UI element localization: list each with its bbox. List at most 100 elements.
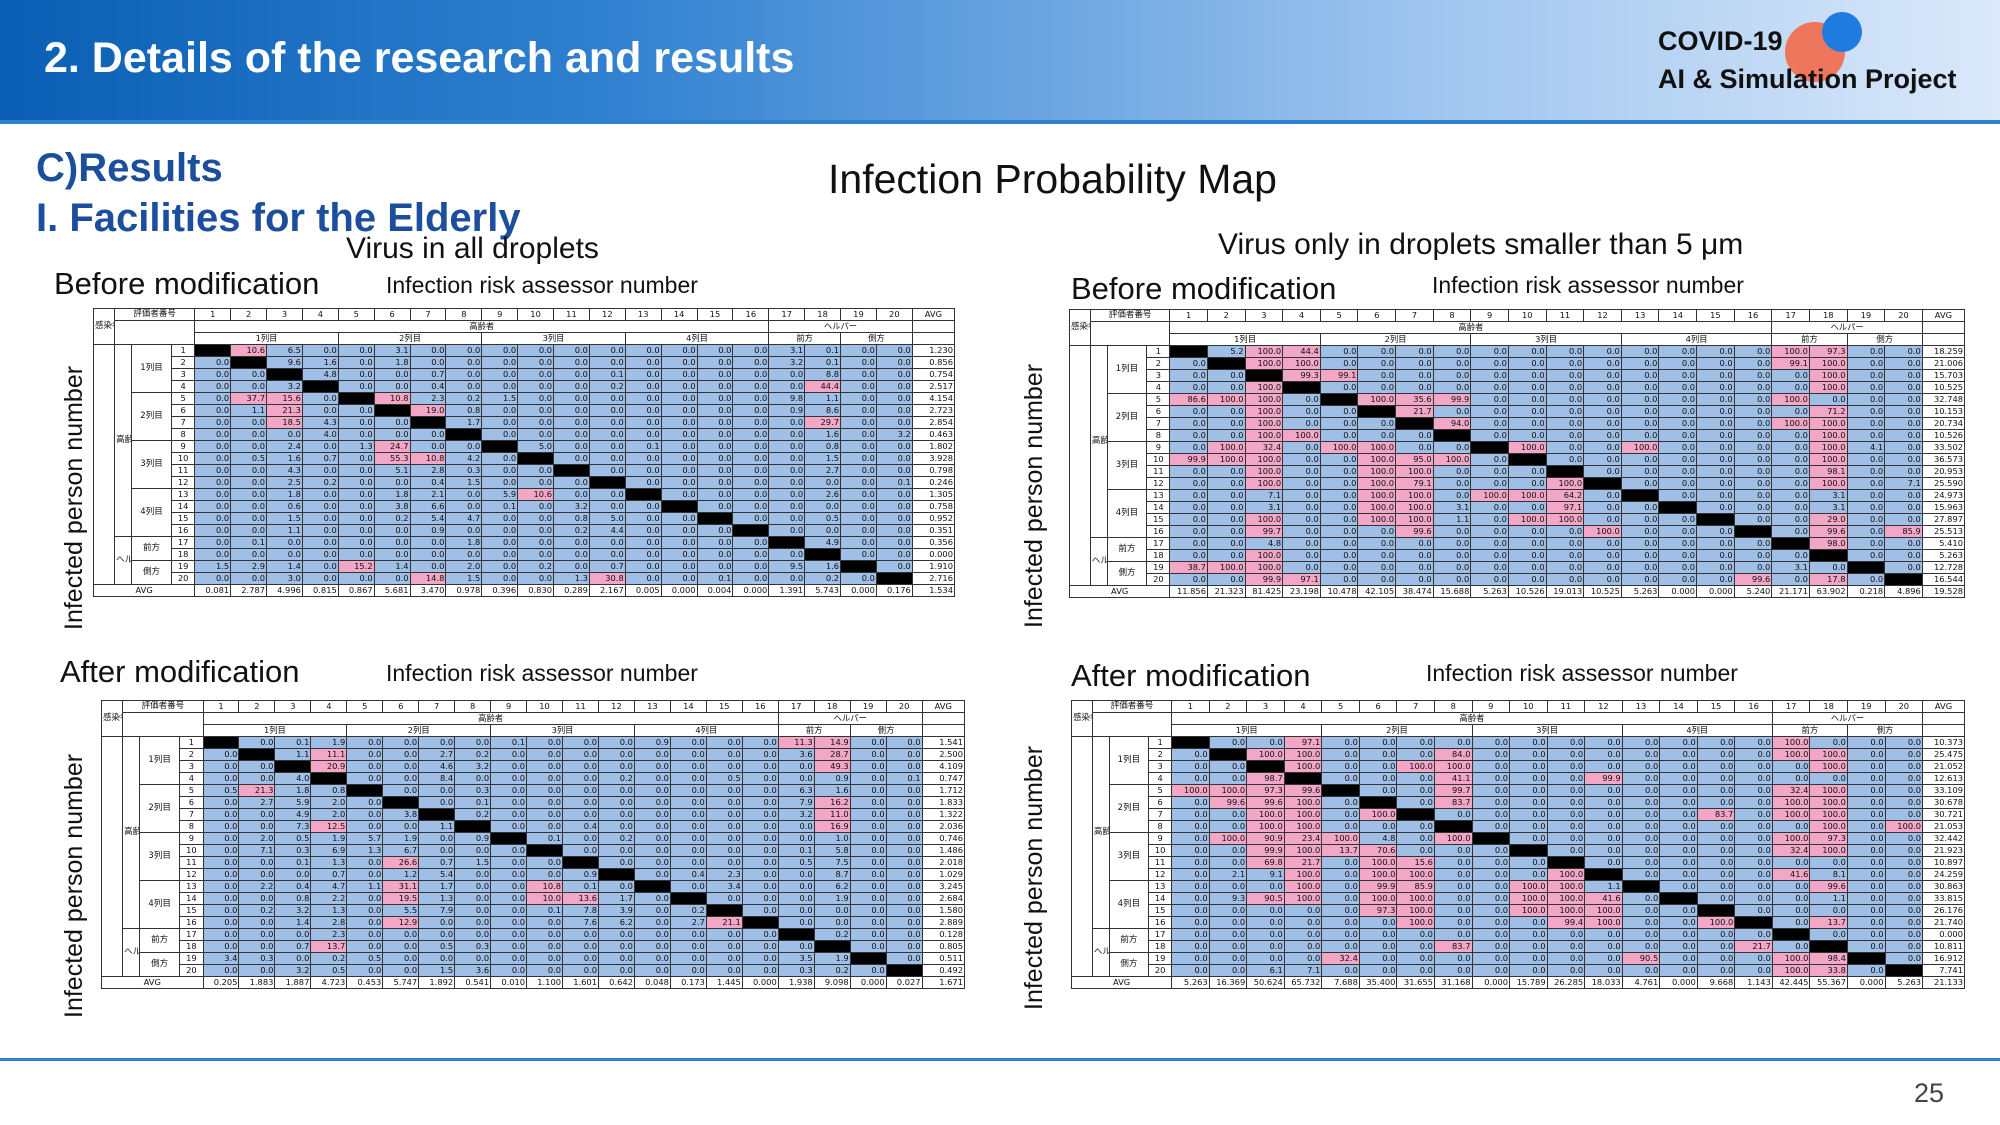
probability-cell: 0.0 (1282, 477, 1321, 490)
probability-cell: 99.6 (1395, 525, 1434, 538)
probability-cell: 0.0 (1884, 381, 1923, 394)
probability-cell: 23.4 (1283, 832, 1323, 845)
probability-cell: 0.0 (732, 428, 770, 441)
probability-cell: 0.0 (337, 416, 375, 429)
assessor-number: 12 (597, 700, 635, 713)
infected-number: 16 (1146, 525, 1171, 538)
probability-cell: 0.0 (1734, 772, 1773, 785)
diagonal-cell (337, 392, 375, 405)
probability-cell: 0.0 (1169, 525, 1208, 538)
probability-cell: 0.0 (194, 380, 232, 393)
probability-cell: 0.0 (238, 916, 276, 929)
probability-cell: 0.0 (1884, 760, 1924, 773)
probability-cell: 2.9 (230, 560, 268, 573)
diagonal-cell (1846, 952, 1886, 965)
probability-cell: 0.0 (1696, 525, 1735, 538)
probability-cell: 0.0 (875, 500, 913, 513)
avg-header: AVG (911, 308, 956, 321)
probability-cell: 0.0 (238, 808, 276, 821)
probability-cell: 0.0 (481, 476, 519, 489)
assessor-number: 4 (1282, 309, 1321, 322)
diagonal-cell (732, 524, 770, 537)
probability-cell: 98.4 (1809, 952, 1848, 965)
probability-cell: 100.0 (1509, 880, 1548, 893)
probability-cell: 83.7 (1696, 808, 1736, 821)
infected-number: 15 (171, 512, 196, 525)
probability-cell: 0.0 (1545, 453, 1585, 466)
corner-assessor-header: 評価者番号 (122, 700, 204, 713)
probability-cell: 1.8 (373, 356, 411, 369)
probability-cell: 0.0 (1357, 357, 1397, 370)
probability-cell: 0.0 (885, 868, 923, 881)
matrix-small-droplets-before: 感染者番号評価者番号123456789101112131415161718192… (1068, 309, 1966, 598)
probability-cell: 100.0 (1244, 549, 1284, 562)
probability-cell: 0.0 (526, 784, 564, 797)
probability-cell: 0.0 (1171, 772, 1210, 785)
probability-cell: 0.0 (1171, 904, 1210, 917)
probability-cell: 2.4 (266, 440, 303, 453)
probability-cell: 0.0 (1734, 784, 1773, 797)
probability-cell: 14.9 (813, 736, 851, 749)
label-assessor-tl: Infection risk assessor number (386, 272, 698, 298)
assessor-number: 18 (804, 308, 842, 321)
probability-cell: 0.0 (1507, 537, 1547, 550)
probability-cell: 100.0 (1808, 417, 1848, 430)
infected-number: 10 (171, 452, 196, 465)
probability-cell: 0.0 (382, 772, 420, 785)
probability-cell: 32.4 (1771, 784, 1811, 797)
probability-cell: 0.0 (768, 368, 806, 381)
probability-cell: 0.0 (849, 856, 887, 869)
probability-cell: 0.0 (1321, 928, 1360, 941)
probability-cell: 0.0 (1321, 820, 1360, 833)
probability-cell: 15.6 (1396, 856, 1435, 869)
probability-cell: 0.0 (1584, 856, 1623, 869)
probability-cell: 0.0 (194, 572, 232, 585)
probability-cell: 0.0 (194, 512, 232, 525)
probability-cell: 0.0 (741, 748, 779, 761)
probability-cell: 0.0 (1357, 369, 1397, 382)
assessor-number: 3 (1244, 309, 1284, 322)
probability-cell: 0.0 (1734, 892, 1773, 905)
probability-cell: 0.0 (1433, 916, 1473, 929)
probability-cell: 0.0 (1733, 465, 1773, 478)
column-average: 35.400 (1358, 976, 1398, 989)
probability-cell: 0.0 (238, 820, 276, 833)
probability-cell: 0.0 (1319, 381, 1359, 394)
probability-cell: 0.0 (1545, 357, 1585, 370)
probability-cell: 0.0 (337, 452, 375, 465)
row-average: 1.029 (921, 868, 966, 881)
diagonal-cell (705, 904, 743, 917)
infected-number: 12 (1146, 477, 1171, 490)
probability-cell: 0.0 (373, 416, 411, 429)
probability-cell: 0.0 (1583, 405, 1622, 418)
probability-cell: 0.0 (660, 560, 698, 573)
probability-cell: 0.0 (1432, 441, 1472, 454)
probability-cell: 0.0 (382, 736, 420, 749)
probability-cell: 0.0 (1282, 405, 1321, 418)
probability-cell: 35.6 (1395, 393, 1434, 406)
diagonal-cell (301, 380, 339, 393)
assessor-number: 12 (1583, 309, 1622, 322)
assessor-number: 11 (562, 700, 599, 713)
diagonal-cell (1546, 856, 1586, 869)
probability-cell: 32.4 (1244, 441, 1284, 454)
probability-cell: 0.0 (230, 380, 268, 393)
column-average: 65.732 (1283, 976, 1323, 989)
probability-cell: 0.2 (553, 524, 590, 537)
assessor-number: 3 (1246, 700, 1285, 713)
probability-cell: 0.0 (445, 488, 483, 501)
probability-cell: 0.0 (1509, 748, 1548, 761)
probability-cell: 0.0 (1471, 748, 1511, 761)
probability-cell: 0.0 (1884, 405, 1923, 418)
label-assessor-bl: Infection risk assessor number (386, 660, 698, 686)
probability-cell: 0.0 (526, 820, 564, 833)
probability-cell: 13.6 (562, 892, 599, 905)
probability-cell: 0.0 (1659, 796, 1698, 809)
probability-cell: 0.0 (1809, 856, 1848, 869)
probability-cell: 0.0 (633, 952, 671, 965)
column-average: 38.474 (1395, 585, 1434, 598)
probability-cell: 0.0 (194, 392, 232, 405)
probability-cell: 0.0 (1658, 561, 1698, 574)
column-average: 9.668 (1696, 976, 1736, 989)
front-label: 前方 (1106, 537, 1148, 562)
